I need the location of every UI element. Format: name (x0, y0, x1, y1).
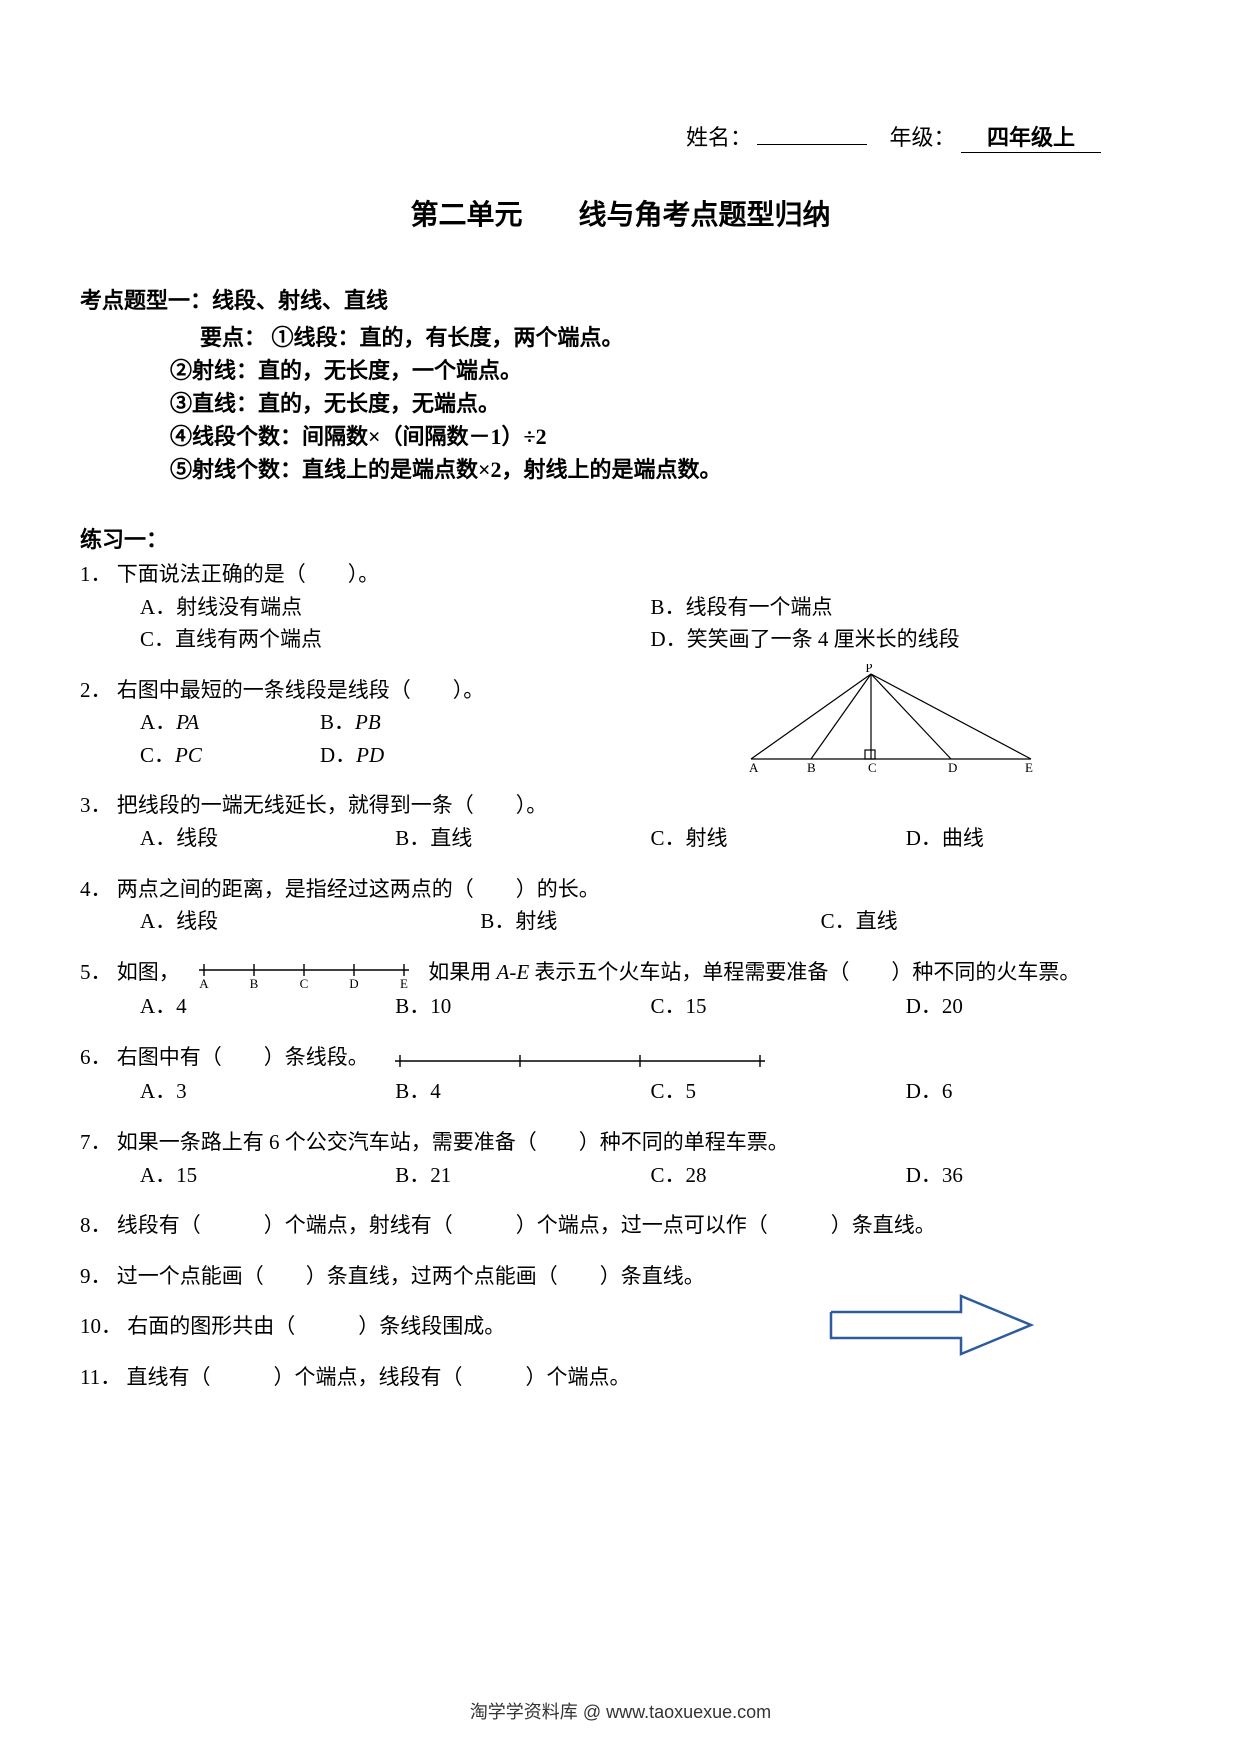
question-4: 4． 两点之间的距离，是指经过这两点的（ ）的长。 A．线段 B．射线 C．直线 (80, 873, 1161, 938)
q8-num: 8． (80, 1213, 112, 1237)
q6-opt-c[interactable]: C．5 (651, 1075, 906, 1108)
svg-text:B: B (807, 760, 816, 774)
q2-opt-a[interactable]: A．PA (140, 706, 320, 739)
q5-figure: A B C D E (189, 957, 419, 990)
q1-text: 下面说法正确的是（ ）。 (117, 562, 380, 586)
q6-opt-d[interactable]: D．6 (906, 1075, 1161, 1108)
question-3: 3． 把线段的一端无线延长，就得到一条（ ）。 A．线段 B．直线 C．射线 D… (80, 789, 1161, 854)
grade-label: 年级： (889, 125, 955, 150)
q7-opt-b[interactable]: B．21 (395, 1159, 650, 1192)
q7-text: 如果一条路上有 6 个公交汽车站，需要准备（ ）种不同的单程车票。 (117, 1130, 789, 1154)
q5-opt-d[interactable]: D．20 (906, 990, 1161, 1023)
q5-pre: 如图， (117, 960, 180, 984)
q7-opt-d[interactable]: D．36 (906, 1159, 1161, 1192)
q11-num: 11． (80, 1365, 121, 1389)
svg-text:C: C (300, 976, 309, 990)
q5-post-b: 表示五个火车站，单程需要准备（ ）种不同的火车票。 (529, 960, 1080, 984)
svg-text:C: C (868, 760, 877, 774)
point-5: ⑤射线个数：直线上的是端点数×2，射线上的是端点数。 (80, 453, 1161, 486)
exercise-heading: 练习一： (80, 522, 1161, 554)
point-2: ②射线：直的，无长度，一个端点。 (80, 354, 1161, 387)
q1-num: 1． (80, 562, 112, 586)
q4-opt-c[interactable]: C．直线 (821, 905, 1161, 938)
q6-opt-b[interactable]: B．4 (395, 1075, 650, 1108)
q7-num: 7． (80, 1130, 112, 1154)
svg-text:E: E (400, 976, 408, 990)
q3-opt-c[interactable]: C．射线 (651, 822, 906, 855)
question-8: 8． 线段有（ ）个端点，射线有（ ）个端点，过一点可以作（ ）条直线。 (80, 1209, 1161, 1242)
q6-text: 右图中有（ ）条线段。 (117, 1045, 369, 1069)
q5-num: 5． (80, 960, 112, 984)
point-4: ④线段个数：间隔数×（间隔数－1）÷2 (80, 420, 1161, 453)
q5-post-ital: A-E (497, 960, 530, 984)
q5-opt-c[interactable]: C．15 (651, 990, 906, 1023)
q1-opt-d[interactable]: D．笑笑画了一条 4 厘米长的线段 (651, 623, 1162, 656)
q2-text: 右图中最短的一条线段是线段（ ）。 (117, 678, 485, 702)
q10-text: 右面的图形共由（ ）条线段围成。 (127, 1314, 505, 1338)
q2-opt-c[interactable]: C．PC (140, 739, 320, 772)
q3-opt-b[interactable]: B．直线 (395, 822, 650, 855)
q7-opt-c[interactable]: C．28 (651, 1159, 906, 1192)
question-9: 9． 过一个点能画（ ）条直线，过两个点能画（ ）条直线。 (80, 1260, 1161, 1293)
question-5: 5． 如图， A B C D E (80, 956, 1161, 1023)
q6-figure (390, 1043, 770, 1076)
q1-opt-c[interactable]: C．直线有两个端点 (140, 623, 651, 656)
question-11: 11． 直线有（ ）个端点，线段有（ ）个端点。 (80, 1361, 1161, 1394)
svg-text:A: A (749, 760, 759, 774)
q6-num: 6． (80, 1045, 112, 1069)
svg-text:D: D (349, 976, 358, 990)
question-1: 1． 下面说法正确的是（ ）。 A．射线没有端点 B．线段有一个端点 C．直线有… (80, 558, 1161, 656)
q4-text: 两点之间的距离，是指经过这两点的（ ）的长。 (117, 877, 600, 901)
svg-text:E: E (1025, 760, 1033, 774)
q5-opt-b[interactable]: B．10 (395, 990, 650, 1023)
question-2: 2． 右图中最短的一条线段是线段（ ）。 A．PA B．PB C．PC D．PD (80, 674, 1161, 772)
grade-value: 四年级上 (961, 120, 1101, 153)
question-7: 7． 如果一条路上有 6 个公交汽车站，需要准备（ ）种不同的单程车票。 A．1… (80, 1126, 1161, 1191)
q7-opt-a[interactable]: A．15 (140, 1159, 395, 1192)
svg-text:P: P (865, 664, 872, 675)
topic-heading: 考点题型一：线段、射线、直线 (80, 283, 1161, 315)
q5-post-a: 如果用 (428, 960, 496, 984)
q2-num: 2． (80, 678, 112, 702)
q10-figure (821, 1290, 1041, 1360)
svg-text:A: A (199, 976, 209, 990)
header-line: 姓名： 年级： 四年级上 (80, 120, 1161, 153)
q11-text: 直线有（ ）个端点，线段有（ ）个端点。 (126, 1365, 630, 1389)
points-label: 要点： (170, 325, 266, 350)
q1-opt-a[interactable]: A．射线没有端点 (140, 591, 651, 624)
name-blank[interactable] (757, 120, 867, 145)
q4-opt-a[interactable]: A．线段 (140, 905, 480, 938)
point-1: ①线段：直的，有长度，两个端点。 (272, 325, 624, 350)
q1-opt-b[interactable]: B．线段有一个端点 (651, 591, 1162, 624)
q3-text: 把线段的一端无线延长，就得到一条（ ）。 (117, 793, 548, 817)
q2-figure: P A B C D E (741, 664, 1041, 774)
q3-opt-d[interactable]: D．曲线 (906, 822, 1161, 855)
q4-num: 4． (80, 877, 112, 901)
page-footer: 淘学学资料库 @ www.taoxuexue.com (0, 1698, 1241, 1724)
q10-num: 10． (80, 1314, 122, 1338)
q2-opt-b[interactable]: B．PB (320, 706, 500, 739)
svg-text:B: B (250, 976, 259, 990)
page-title: 第二单元 线与角考点题型归纳 (80, 193, 1161, 233)
q4-opt-b[interactable]: B．射线 (480, 905, 820, 938)
q2-opt-d[interactable]: D．PD (320, 739, 500, 772)
q9-num: 9． (80, 1264, 112, 1288)
question-6: 6． 右图中有（ ）条线段。 A．3 B．4 C．5 D．6 (80, 1041, 1161, 1108)
q3-opt-a[interactable]: A．线段 (140, 822, 395, 855)
q9-text: 过一个点能画（ ）条直线，过两个点能画（ ）条直线。 (117, 1264, 705, 1288)
q3-num: 3． (80, 793, 112, 817)
question-10: 10． 右面的图形共由（ ）条线段围成。 (80, 1310, 1161, 1343)
point-3: ③直线：直的，无长度，无端点。 (80, 387, 1161, 420)
q6-opt-a[interactable]: A．3 (140, 1075, 395, 1108)
q5-opt-a[interactable]: A．4 (140, 990, 395, 1023)
name-label: 姓名： (686, 125, 752, 150)
svg-text:D: D (948, 760, 957, 774)
q8-text: 线段有（ ）个端点，射线有（ ）个端点，过一点可以作（ ）条直线。 (117, 1213, 936, 1237)
